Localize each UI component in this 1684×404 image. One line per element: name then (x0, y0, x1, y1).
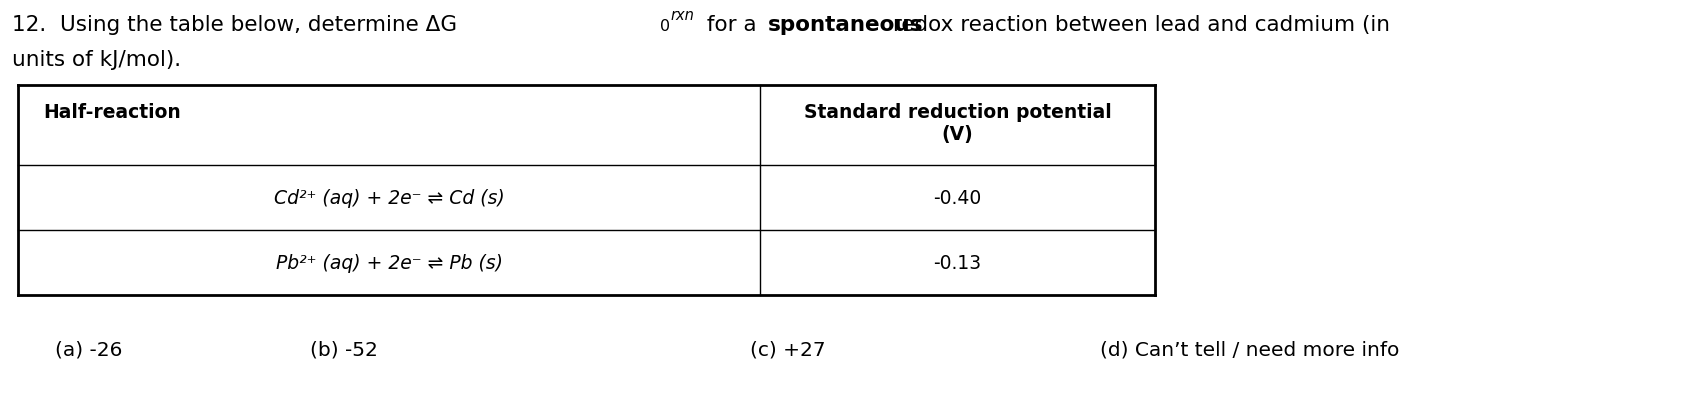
Text: spontaneous: spontaneous (768, 15, 923, 35)
Text: 12.  Using the table below, determine ΔG: 12. Using the table below, determine ΔG (12, 15, 456, 35)
Text: (b) -52: (b) -52 (310, 340, 377, 359)
Text: Cd²⁺ (aq) + 2e⁻ ⇌ Cd (s): Cd²⁺ (aq) + 2e⁻ ⇌ Cd (s) (273, 189, 505, 208)
Text: units of kJ/mol).: units of kJ/mol). (12, 50, 182, 70)
Text: (V): (V) (941, 125, 973, 144)
Text: -0.40: -0.40 (933, 189, 982, 208)
Text: 0: 0 (660, 19, 670, 34)
Text: (c) +27: (c) +27 (749, 340, 825, 359)
Text: Half-reaction: Half-reaction (44, 103, 180, 122)
Text: Pb²⁺ (aq) + 2e⁻ ⇌ Pb (s): Pb²⁺ (aq) + 2e⁻ ⇌ Pb (s) (276, 254, 502, 273)
Text: Standard reduction potential: Standard reduction potential (803, 103, 1111, 122)
Text: (d) Can’t tell / need more info: (d) Can’t tell / need more info (1100, 340, 1399, 359)
Text: for a: for a (701, 15, 763, 35)
Text: rxn: rxn (670, 8, 694, 23)
Text: (a) -26: (a) -26 (56, 340, 123, 359)
Text: -0.13: -0.13 (933, 254, 982, 273)
Text: redox reaction between lead and cadmium (in: redox reaction between lead and cadmium … (886, 15, 1389, 35)
